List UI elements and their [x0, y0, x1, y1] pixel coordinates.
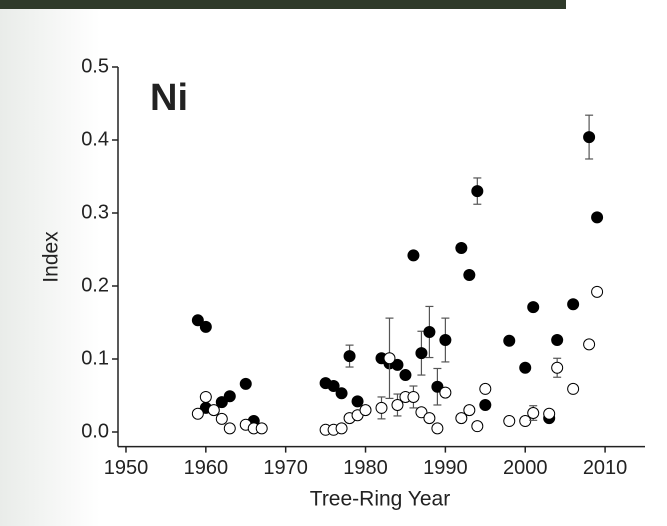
data-point — [431, 380, 444, 393]
x-tick-label: 1950 — [104, 457, 149, 479]
element-label: Ni — [150, 77, 188, 119]
data-point — [471, 420, 484, 433]
data-point — [351, 395, 364, 408]
y-tick-label: 0.5 — [81, 55, 109, 77]
data-point — [199, 320, 212, 333]
y-tick-label: 0.4 — [81, 128, 109, 150]
data-point — [383, 352, 396, 365]
data-point — [407, 249, 420, 262]
data-point — [255, 422, 268, 435]
data-point — [415, 406, 428, 419]
x-axis-label: Tree-Ring Year — [310, 488, 450, 511]
data-point — [479, 382, 492, 395]
x-tick-label: 1970 — [263, 457, 308, 479]
data-point — [551, 334, 564, 347]
x-tick-label: 2010 — [583, 457, 628, 479]
data-point — [431, 422, 444, 435]
data-point — [567, 382, 580, 395]
data-point — [543, 407, 556, 420]
x-tick-label: 1980 — [343, 457, 388, 479]
y-tick-label: 0.1 — [81, 347, 109, 369]
data-point — [215, 396, 228, 409]
data-point — [215, 412, 228, 425]
data-point — [375, 401, 388, 414]
data-point — [591, 211, 604, 224]
data-point — [423, 412, 436, 425]
y-axis-label: Index — [40, 231, 63, 283]
data-point — [567, 298, 580, 311]
x-tick-label: 1990 — [423, 457, 468, 479]
data-point — [391, 358, 404, 371]
data-point — [439, 386, 452, 399]
data-point — [463, 269, 476, 282]
data-point — [335, 387, 348, 400]
data-point — [343, 350, 356, 363]
data-point — [503, 334, 516, 347]
data-point — [207, 404, 220, 417]
data-point — [359, 404, 372, 417]
data-point — [455, 412, 468, 425]
y-tick-label: 0.3 — [81, 201, 109, 223]
x-tick-label: 1960 — [184, 457, 229, 479]
y-tick-label: 0.2 — [81, 274, 109, 296]
data-point — [463, 404, 476, 417]
data-point — [551, 361, 564, 374]
data-point — [191, 407, 204, 420]
x-tick-label: 2000 — [503, 457, 548, 479]
data-point — [479, 398, 492, 411]
data-point — [471, 185, 484, 198]
data-point — [591, 285, 604, 298]
data-point — [519, 361, 532, 374]
data-point — [527, 407, 540, 420]
data-point — [527, 301, 540, 314]
data-point — [583, 131, 596, 144]
data-point — [223, 422, 236, 435]
data-point — [583, 338, 596, 351]
photo-strip — [0, 0, 566, 9]
data-point — [327, 380, 340, 393]
data-point — [391, 398, 404, 411]
data-point — [191, 314, 204, 327]
data-point — [439, 334, 452, 347]
data-point — [223, 390, 236, 403]
data-point — [519, 415, 532, 428]
data-point — [335, 422, 348, 435]
data-point — [399, 369, 412, 382]
data-point — [407, 390, 420, 403]
data-point — [503, 415, 516, 428]
y-tick-label: 0.0 — [81, 420, 109, 442]
data-point — [199, 390, 212, 403]
data-point — [455, 242, 468, 255]
data-point — [239, 377, 252, 390]
data-point — [415, 347, 428, 360]
data-point — [423, 325, 436, 338]
